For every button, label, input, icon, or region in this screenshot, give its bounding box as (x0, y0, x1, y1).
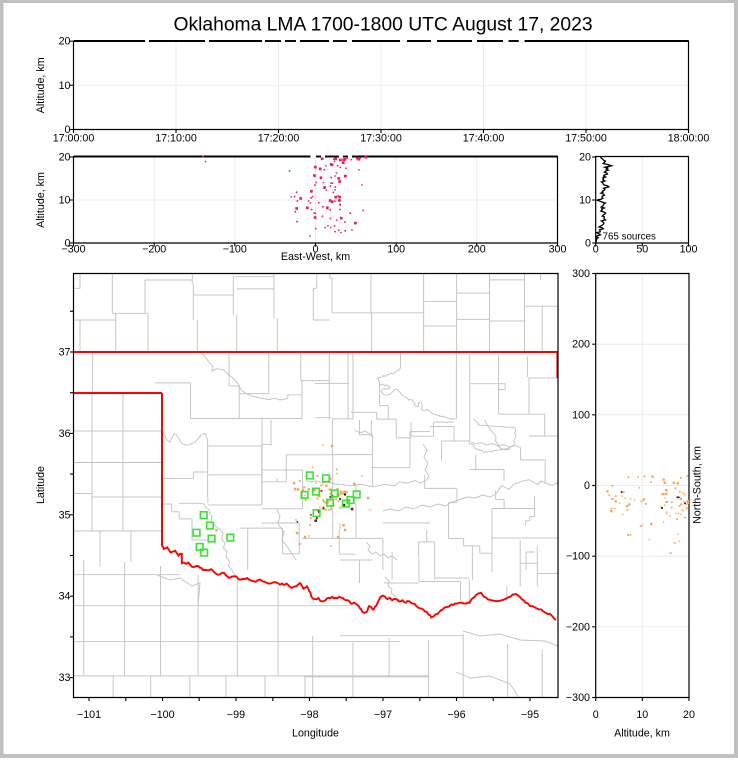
svg-text:−97: −97 (374, 709, 392, 721)
svg-text:−98: −98 (300, 709, 318, 721)
svg-text:−96: −96 (447, 709, 465, 721)
svg-text:−200: −200 (142, 244, 166, 256)
svg-text:20: 20 (59, 152, 71, 164)
svg-text:33: 33 (59, 672, 71, 684)
svg-text:100: 100 (680, 244, 698, 256)
svg-text:34: 34 (59, 591, 71, 603)
svg-text:10: 10 (59, 80, 71, 92)
svg-text:−99: −99 (227, 709, 245, 721)
svg-text:0: 0 (593, 709, 599, 721)
svg-text:300: 300 (549, 244, 567, 256)
svg-text:−100: −100 (566, 551, 590, 563)
svg-text:200: 200 (572, 339, 590, 351)
svg-text:10: 10 (636, 709, 648, 721)
svg-text:Altitude, km: Altitude, km (35, 172, 47, 228)
svg-text:765 sources: 765 sources (603, 232, 656, 243)
svg-text:17:20:00: 17:20:00 (258, 133, 300, 145)
svg-text:−100: −100 (150, 709, 174, 721)
svg-text:East-West, km: East-West, km (281, 251, 350, 263)
svg-text:17:00:00: 17:00:00 (53, 133, 95, 145)
svg-text:0: 0 (584, 480, 590, 492)
svg-text:100: 100 (387, 244, 405, 256)
svg-text:20: 20 (579, 152, 591, 164)
svg-text:0: 0 (593, 244, 599, 256)
svg-text:36: 36 (59, 428, 71, 440)
svg-text:100: 100 (572, 409, 590, 421)
svg-text:17:40:00: 17:40:00 (463, 133, 505, 145)
svg-text:20: 20 (683, 709, 695, 721)
svg-text:300: 300 (572, 268, 590, 280)
svg-text:37: 37 (59, 347, 71, 359)
svg-text:10: 10 (59, 195, 71, 207)
svg-text:0: 0 (65, 124, 71, 136)
svg-text:20: 20 (59, 36, 71, 48)
svg-text:−95: −95 (521, 709, 539, 721)
svg-text:17:10:00: 17:10:00 (155, 133, 197, 145)
svg-text:18:00:00: 18:00:00 (668, 133, 710, 145)
svg-text:−300: −300 (566, 692, 590, 704)
svg-text:17:50:00: 17:50:00 (565, 133, 607, 145)
svg-text:10: 10 (579, 195, 591, 207)
svg-text:35: 35 (59, 509, 71, 521)
svg-text:North-South, km: North-South, km (692, 446, 704, 524)
svg-text:0: 0 (65, 238, 71, 250)
svg-text:17:30:00: 17:30:00 (360, 133, 402, 145)
svg-text:−300: −300 (61, 244, 85, 256)
svg-text:50: 50 (636, 244, 648, 256)
svg-text:200: 200 (468, 244, 486, 256)
svg-text:−200: −200 (566, 621, 590, 633)
svg-text:Longitude: Longitude (292, 728, 339, 740)
svg-text:0: 0 (313, 244, 319, 256)
svg-text:Latitude: Latitude (35, 466, 47, 504)
svg-text:−101: −101 (77, 709, 101, 721)
svg-text:−100: −100 (223, 244, 247, 256)
svg-text:Altitude, km: Altitude, km (35, 57, 47, 113)
svg-text:Oklahoma LMA 1700-1800 UTC Aug: Oklahoma LMA 1700-1800 UTC August 17, 20… (173, 15, 592, 36)
svg-text:0: 0 (585, 238, 591, 250)
svg-text:Altitude, km: Altitude, km (614, 728, 670, 740)
